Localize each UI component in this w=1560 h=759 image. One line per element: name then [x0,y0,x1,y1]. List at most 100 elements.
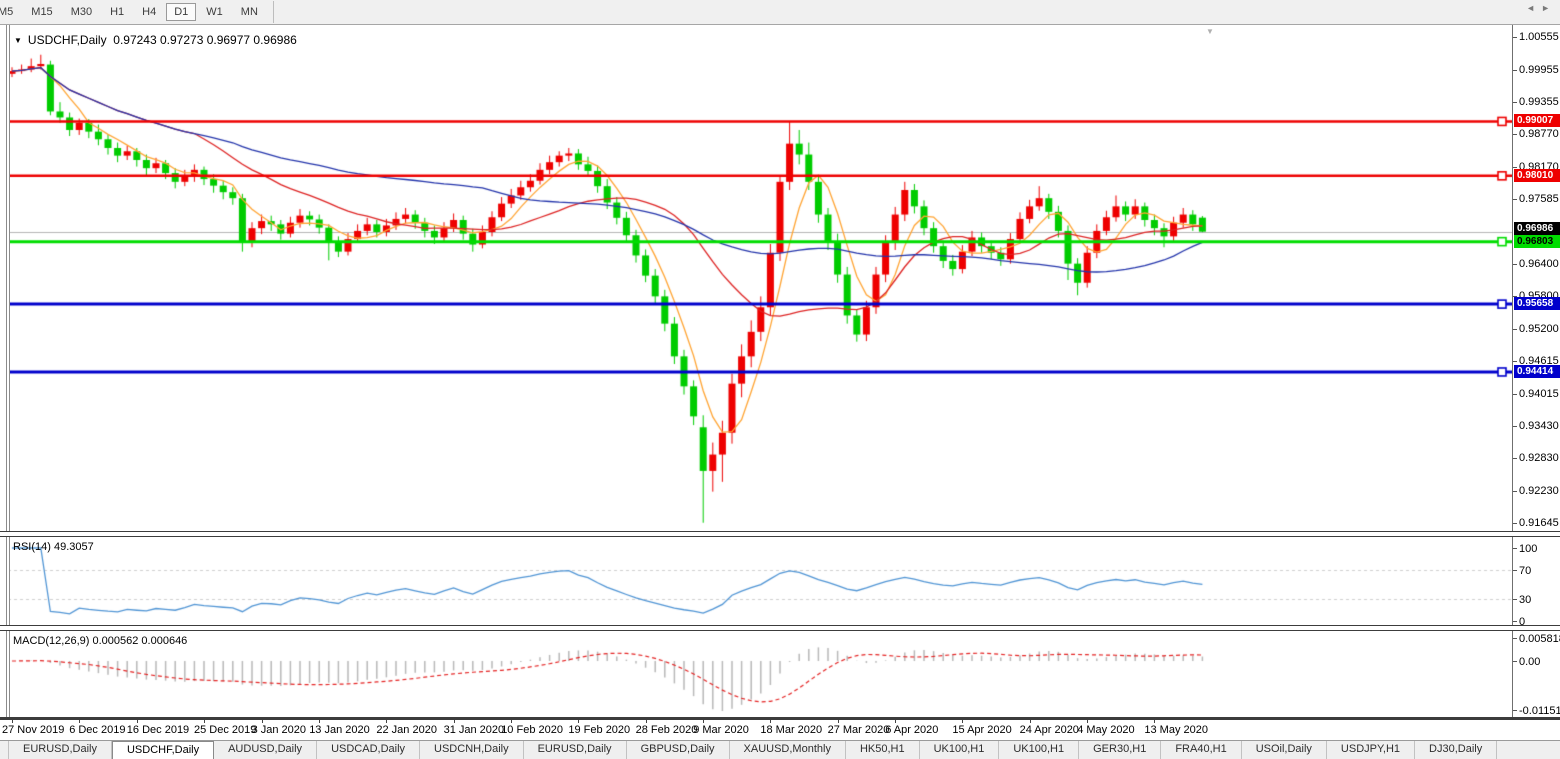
pane-splitter-main-rsi[interactable] [0,531,1560,537]
chart-window: ▼ USDCHF,Daily 0.97243 0.97273 0.96977 0.… [0,25,1560,740]
chart-ohlc-values: 0.97243 0.97273 0.96977 0.96986 [113,33,297,47]
pane-splitter-rsi-macd[interactable] [0,625,1560,631]
chart-tab-bar: EURUSD,Daily USDCHF,Daily AUDUSD,Daily USDC… [0,740,1560,759]
price-tick-label: 0.92830 [1519,452,1559,465]
date-tick-label: 22 Jan 2020 [376,724,437,736]
chart-tab-ger30-h1[interactable]: GER30,H1 [1079,741,1162,759]
price-tick-label: 0.97585 [1519,193,1559,205]
price-axis[interactable]: 1.00555 0.99955 0.99355 0.98770 0.98170 0.975… [1512,25,1560,720]
rsi-name: RSI(14) [13,541,51,553]
chart-tab-eurusd-daily[interactable]: EURUSD,Daily [8,741,112,759]
chart-tab-usdcnh-daily[interactable]: USDCNH,Daily [420,741,524,759]
rsi-tick-mark [1513,548,1517,549]
date-tick-label: 15 Apr 2020 [952,724,1012,736]
timeframe-button-w1[interactable]: W1 [206,6,223,18]
pane-bottom-border [0,717,1560,720]
macd-values: 0.000562 0.000646 [92,635,188,647]
price-level-tag: 0.96803 [1514,234,1560,248]
chart-tab-hk50-h1[interactable]: HK50,H1 [846,741,920,759]
timeframe-button-h4[interactable]: H4 [142,6,157,18]
date-tick-label: 18 Mar 2020 [760,724,823,736]
rsi-tick-mark [1513,569,1517,571]
date-tick-mark [770,720,772,723]
price-tick-mark [1513,393,1517,395]
date-axis[interactable]: 27 Nov 2019 6 Dec 2019 16 Dec 2019 25 Dec 2… [0,720,1560,740]
date-tick-label: 4 May 2020 [1077,724,1135,736]
chart-tab-usoil-daily[interactable]: USOil,Daily [1242,741,1327,759]
rsi-value: 49.3057 [53,541,94,553]
rsi-indicator-label: RSI(14) 49.3057 [13,541,94,553]
price-tick-label: 0.94015 [1519,387,1559,400]
date-tick-mark [261,720,263,723]
price-tick-label: 0.93430 [1519,419,1559,432]
price-tick-mark [1513,102,1517,104]
date-tick-label: 27 Mar 2020 [827,724,890,736]
timeframe-button-m15[interactable]: M15 [31,6,53,18]
chart-tab-audusd-daily[interactable]: AUDUSD,Daily [214,741,318,759]
macd-name: MACD(12,26,9) [13,635,90,647]
date-tick-mark [1029,720,1031,723]
date-tick-label: 27 Nov 2019 [2,724,65,736]
chart-tab-fra40-h1[interactable]: FRA40,H1 [1161,741,1242,759]
price-tick-mark [1513,491,1517,493]
chart-tab-eurusd-daily[interactable]: EURUSD,Daily [524,741,627,759]
tab-scroll-arrows[interactable]: ◄► [1526,3,1556,13]
price-tick-mark [1513,296,1517,298]
chart-tab-usdchf-daily[interactable]: USDCHF,Daily [111,741,215,759]
rsi-scale-label: 0 [1519,616,1526,628]
chart-tab-uk100-h1[interactable]: UK100,H1 [920,741,1000,759]
chart-tab-usdjpy-h1[interactable]: USDJPY,H1 [1327,741,1416,759]
rsi-scale-label: 30 [1519,594,1532,607]
date-tick-label: 10 Feb 2020 [501,724,563,736]
date-tick-label: 9 Mar 2020 [693,724,749,736]
date-tick-mark [12,720,13,723]
timeframe-button-mn[interactable]: MN [240,6,258,18]
timeframe-button-d1[interactable]: D1 [166,3,197,21]
date-tick-mark [453,720,455,723]
price-tick-label: 0.91645 [1519,517,1559,529]
date-tick-mark [319,720,321,723]
date-tick-label: 3 Jan 2020 [251,724,307,736]
price-tick-label: 0.98770 [1519,128,1559,141]
price-tick-mark [1513,523,1517,524]
price-tick-mark [1513,134,1517,136]
chart-tab-uk100-h1[interactable]: UK100,H1 [999,741,1080,759]
date-tick-mark [578,720,580,723]
price-tick-mark [1513,361,1517,362]
chart-tab-dj30-daily[interactable]: DJ30,Daily [1415,741,1498,759]
price-tick-label: 0.94615 [1519,355,1559,367]
rsi-tick-mark [1513,621,1517,622]
price-level-tag: 0.95658 [1514,297,1560,311]
date-tick-mark [837,720,839,723]
date-tick-label: 28 Feb 2020 [635,724,698,736]
window-left-border [6,25,10,740]
rsi-tick-mark [1513,599,1517,601]
chart-tab-usdcad-daily[interactable]: USDCAD,Daily [317,741,421,759]
macd-scale-label: 0.005818 [1519,633,1560,645]
rsi-scale-label: 100 [1519,543,1538,555]
date-tick-mark [511,720,513,723]
date-tick-mark [79,720,81,723]
timeframe-button-m5[interactable]: M5 [0,6,14,18]
date-tick-label: 6 Apr 2020 [885,724,939,736]
chart-tab-xauusd-monthly[interactable]: XAUUSD,Monthly [730,741,846,759]
date-tick-mark [962,720,964,723]
timeframe-button-m30[interactable]: M30 [70,6,93,18]
macd-scale-label: 0.00 [1519,656,1541,668]
timeframe-button-h1[interactable]: H1 [110,6,125,18]
price-tick-mark [1513,263,1517,265]
chart-title: ▼ USDCHF,Daily 0.97243 0.97273 0.96977 0.… [14,33,297,47]
date-tick-mark [136,720,138,723]
chart-shift-marker-icon[interactable]: ▼ [1206,27,1214,36]
date-tick-mark [703,720,705,723]
price-level-tag: 0.96986 [1514,221,1560,235]
price-tick-label: 0.92230 [1519,485,1559,498]
date-tick-mark [895,720,897,723]
date-tick-mark [1154,720,1156,723]
chart-symbol-period: USDCHF,Daily [27,33,107,47]
price-chart-canvas[interactable] [8,26,1512,718]
price-tick-label: 0.95200 [1519,323,1559,336]
chart-tab-gbpusd-daily[interactable]: GBPUSD,Daily [627,741,730,759]
date-tick-mark [204,720,205,723]
